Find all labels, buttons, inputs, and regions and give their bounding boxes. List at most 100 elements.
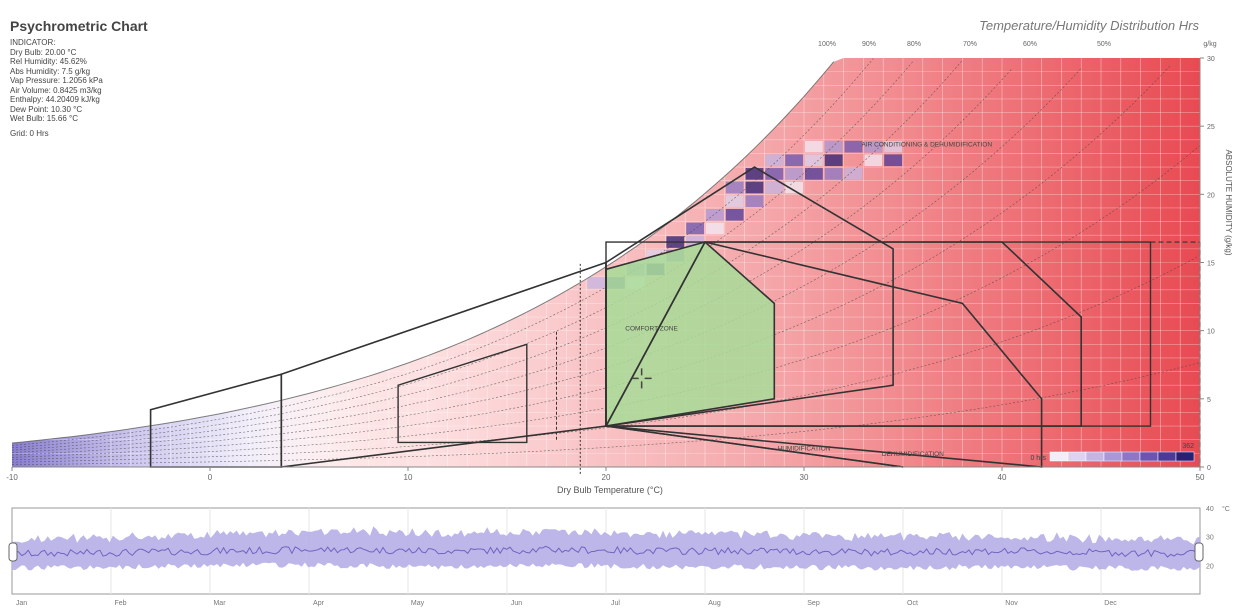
indicator-line: Enthalpy: 44.20409 kJ/kg xyxy=(10,95,100,104)
indicator-grid: Grid: 0 Hrs xyxy=(10,128,49,138)
density-cell xyxy=(745,181,764,194)
y-tick-label: 15 xyxy=(1207,261,1215,268)
timeline-month-label: Jul xyxy=(611,600,620,607)
timeline-mean-line xyxy=(11,545,1201,558)
x-axis-label: Dry Bulb Temperature (°C) xyxy=(557,485,663,495)
indicator-line: Dry Bulb: 20.00 °C xyxy=(10,47,77,57)
chart-subtitle: Temperature/Humidity Distribution Hrs xyxy=(979,18,1199,33)
y-tick-label: 10 xyxy=(1207,329,1215,336)
density-cell xyxy=(745,195,764,207)
indicator-line: Wet Bulb: 15.66 °C xyxy=(10,114,78,123)
rh-label: 80% xyxy=(907,41,921,48)
indicator-line: Rel Humidity: 45.62% xyxy=(10,57,87,66)
timeline-range-handle[interactable] xyxy=(1194,542,1204,562)
rh-label: 90% xyxy=(862,41,876,48)
zone-outline xyxy=(397,343,528,444)
zone-label: HUMIDIFICATION xyxy=(778,446,831,453)
legend-swatch xyxy=(1157,451,1177,462)
rh-curve xyxy=(11,255,1201,463)
rh-label: 60% xyxy=(1023,41,1037,48)
x-tick-label: 0 xyxy=(208,473,213,482)
rh-unit-label: g/kg xyxy=(1203,41,1216,48)
rh-label: 100% xyxy=(818,41,836,48)
indicator-line: Abs Humidity: 7.5 g/kg xyxy=(10,66,91,76)
rh-label: 70% xyxy=(963,41,977,48)
rh-curve xyxy=(11,61,914,449)
density-cell xyxy=(805,154,823,167)
legend-swatch xyxy=(1139,451,1159,462)
y-tick-label: 30 xyxy=(1207,56,1215,63)
density-cell xyxy=(706,222,724,235)
timeline-tick-label: 30 xyxy=(1206,535,1214,542)
legend-swatch xyxy=(1103,451,1123,462)
x-tick-label: 20 xyxy=(602,473,611,482)
cold-gradient xyxy=(12,58,369,467)
density-cell xyxy=(884,154,902,167)
timeline-month-label: May xyxy=(411,600,425,607)
density-cell xyxy=(765,181,784,194)
density-cell xyxy=(805,140,823,153)
density-cell xyxy=(706,208,724,221)
x-tick-label: 10 xyxy=(404,473,413,482)
x-tick-label: 30 xyxy=(800,473,809,482)
legend-swatch xyxy=(1049,451,1069,462)
legend-swatch xyxy=(1121,451,1141,462)
x-tick-label: -10 xyxy=(6,473,18,482)
legend-swatch xyxy=(1175,451,1195,462)
rh-curve xyxy=(11,60,963,451)
rh-curve xyxy=(11,362,1201,465)
zone-label: COMFORT ZONE xyxy=(625,326,678,333)
zone-outline xyxy=(605,241,1152,427)
y-axis-label: ABSOLUTE HUMIDITY (g/kg) xyxy=(1224,149,1233,255)
density-cell xyxy=(725,195,744,207)
timeline-month-label: Feb xyxy=(114,600,126,607)
legend-min-label: 0 hrs xyxy=(1030,455,1046,462)
density-cell xyxy=(805,168,823,180)
rh-curve xyxy=(11,68,1082,456)
timeline-month-label: Nov xyxy=(1005,600,1018,607)
density-cell xyxy=(745,168,764,180)
timeline-month-label: Oct xyxy=(907,600,918,607)
indicator-line: Vap Pressure: 1.2056 kPa xyxy=(10,76,103,85)
zone-label: DEHUMIDIFICATION xyxy=(882,451,944,458)
indicator-heading: INDICATOR: xyxy=(10,38,56,47)
density-cell xyxy=(725,208,744,221)
timeline-tick-label: 20 xyxy=(1206,563,1214,570)
timeline-month-label: Apr xyxy=(313,600,325,607)
density-cell xyxy=(844,140,863,153)
page-title: Psychrometric Chart xyxy=(10,18,148,34)
density-cell xyxy=(725,181,744,194)
density-cell xyxy=(785,154,803,167)
legend-swatch xyxy=(1067,451,1087,462)
density-cell xyxy=(864,140,883,153)
y-tick-label: 20 xyxy=(1207,192,1215,199)
density-cell xyxy=(884,140,902,153)
legend-max-label: 362 xyxy=(1182,443,1194,450)
timeline-unit-label: °C xyxy=(1222,505,1230,513)
density-cell xyxy=(686,222,704,235)
legend-swatch xyxy=(1085,451,1105,462)
density-cell xyxy=(587,277,605,289)
density-cell xyxy=(824,168,843,180)
rh-curve xyxy=(11,58,874,446)
timeline-month-label: Mar xyxy=(213,600,226,607)
zone-line xyxy=(605,425,904,468)
timeline-month-label: Jan xyxy=(16,600,27,607)
x-tick-label: 40 xyxy=(998,473,1007,482)
timeline-tick-label: 40 xyxy=(1206,506,1214,513)
density-cell xyxy=(765,168,784,180)
zone-label: AIR CONDITIONING & DEHUMIDIFICATION xyxy=(861,142,992,149)
density-cell xyxy=(824,140,843,153)
zone-outline xyxy=(604,241,1043,468)
timeline-range-handle[interactable] xyxy=(8,542,18,562)
timeline-month-label: Aug xyxy=(708,600,721,607)
rh-curve xyxy=(11,61,835,444)
indicator-line: Dew Point: 10.30 °C xyxy=(10,104,83,114)
timeline-month-label: Dec xyxy=(1104,600,1117,607)
density-cell xyxy=(824,154,843,167)
density-cell xyxy=(844,168,863,180)
rh-label: 50% xyxy=(1097,41,1111,48)
density-cell xyxy=(785,168,803,180)
